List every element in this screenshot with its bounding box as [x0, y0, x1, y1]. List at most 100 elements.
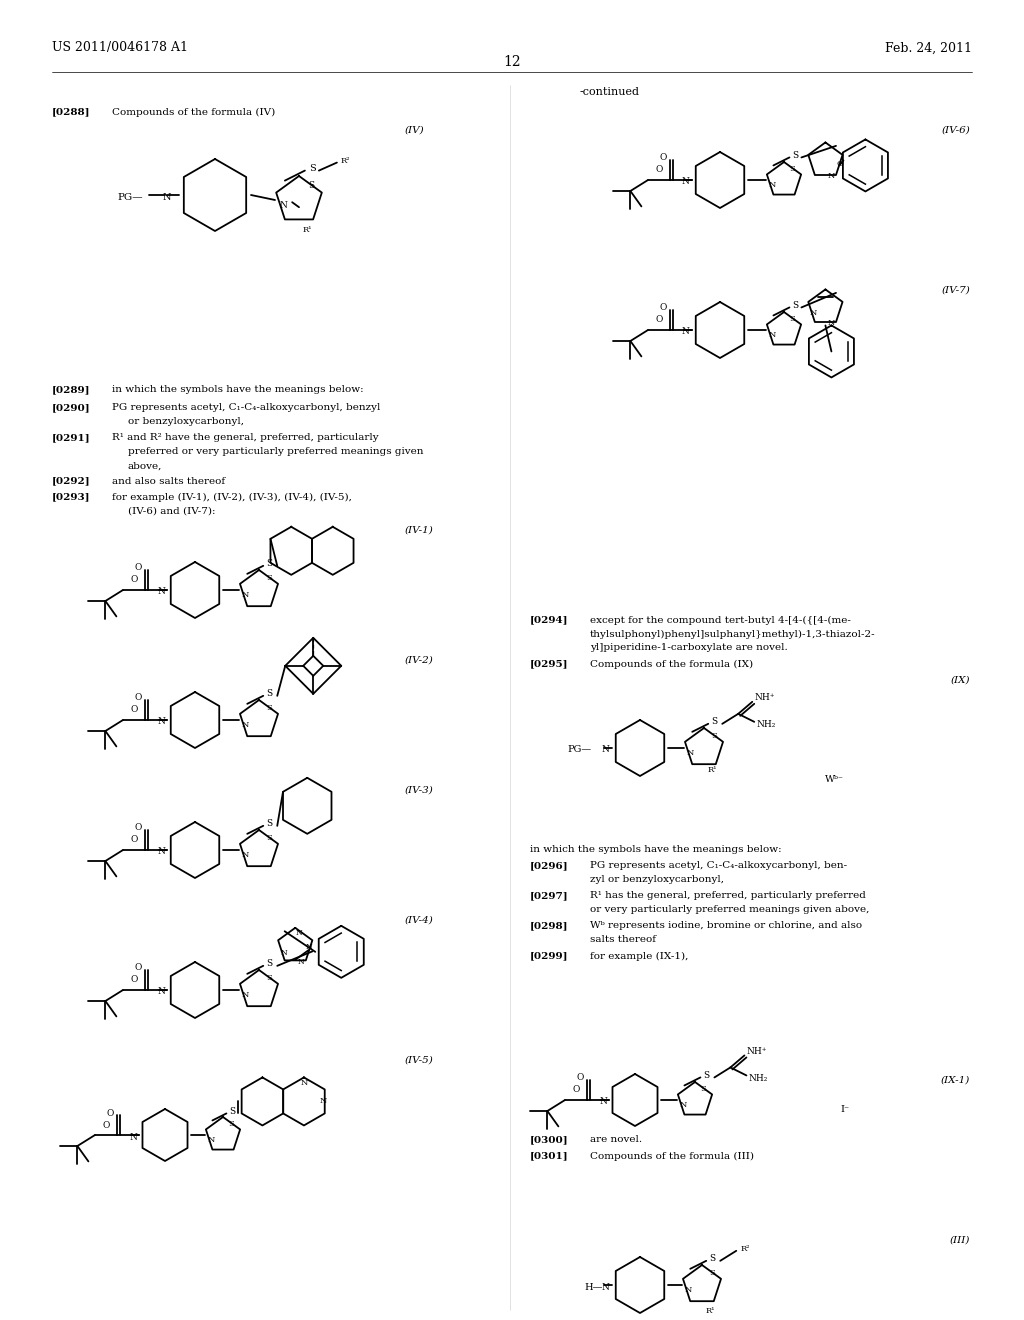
Text: [0300]: [0300] — [530, 1135, 568, 1144]
Text: [0301]: [0301] — [530, 1151, 568, 1160]
Text: O: O — [134, 964, 141, 973]
Text: N: N — [281, 949, 287, 957]
Text: O: O — [130, 836, 137, 845]
Text: S: S — [309, 164, 315, 173]
Text: (IV-4): (IV-4) — [406, 916, 434, 924]
Text: [0292]: [0292] — [52, 477, 91, 486]
Text: yl]piperidine-1-carboxylate are novel.: yl]piperidine-1-carboxylate are novel. — [590, 644, 787, 652]
Text: I⁻: I⁻ — [840, 1106, 849, 1114]
Text: R¹ has the general, preferred, particularly preferred: R¹ has the general, preferred, particula… — [590, 891, 866, 900]
Text: O: O — [134, 824, 141, 833]
Text: NH⁺: NH⁺ — [746, 1047, 767, 1056]
Text: S: S — [711, 731, 717, 739]
Text: S: S — [793, 301, 799, 310]
Text: N: N — [157, 847, 165, 857]
Text: N: N — [208, 1135, 215, 1143]
Text: except for the compound tert-butyl 4-[4-({[4-(me-: except for the compound tert-butyl 4-[4-… — [590, 615, 851, 624]
Text: N: N — [157, 987, 165, 997]
Text: 12: 12 — [503, 55, 521, 69]
Text: S: S — [228, 1121, 234, 1129]
Text: Compounds of the formula (IX): Compounds of the formula (IX) — [590, 660, 753, 668]
Text: [0290]: [0290] — [52, 404, 91, 412]
Text: S: S — [308, 181, 314, 190]
Text: S: S — [266, 560, 272, 569]
Text: salts thereof: salts thereof — [590, 936, 656, 945]
Text: S: S — [710, 1254, 716, 1263]
Text: PG—: PG— — [567, 746, 591, 755]
Text: US 2011/0046178 A1: US 2011/0046178 A1 — [52, 41, 188, 54]
Text: S: S — [266, 820, 272, 829]
Text: N: N — [680, 1101, 687, 1109]
Text: O: O — [572, 1085, 580, 1094]
Text: N: N — [129, 1133, 137, 1142]
Text: N: N — [827, 319, 835, 327]
Text: zyl or benzyloxycarbonyl,: zyl or benzyloxycarbonyl, — [590, 875, 724, 884]
Text: S: S — [793, 150, 799, 160]
Text: or benzyloxycarbonyl,: or benzyloxycarbonyl, — [128, 417, 244, 426]
Text: O: O — [837, 160, 844, 168]
Text: R¹: R¹ — [303, 226, 312, 234]
Text: [0288]: [0288] — [52, 107, 90, 116]
Text: S: S — [709, 1269, 715, 1276]
Text: S: S — [266, 704, 271, 711]
Text: N: N — [157, 718, 165, 726]
Text: O: O — [577, 1073, 584, 1082]
Text: (III): (III) — [949, 1236, 970, 1245]
Text: N: N — [242, 721, 250, 729]
Text: S: S — [266, 689, 272, 698]
Text: PG—: PG— — [117, 193, 142, 202]
Text: S: S — [266, 960, 272, 969]
Text: for example (IV-1), (IV-2), (IV-3), (IV-4), (IV-5),: for example (IV-1), (IV-2), (IV-3), (IV-… — [112, 492, 352, 502]
Text: (IV-3): (IV-3) — [406, 785, 434, 795]
Text: S: S — [703, 1071, 710, 1080]
Text: N: N — [296, 929, 302, 937]
Text: S: S — [266, 574, 271, 582]
Text: (IV-6) and (IV-7):: (IV-6) and (IV-7): — [128, 507, 215, 516]
Text: N: N — [300, 1080, 307, 1088]
Text: N: N — [242, 991, 250, 999]
Text: O: O — [659, 304, 667, 313]
Text: O: O — [655, 165, 663, 174]
Text: above,: above, — [128, 462, 163, 470]
Text: Compounds of the formula (III): Compounds of the formula (III) — [590, 1151, 754, 1160]
Text: S: S — [790, 315, 796, 323]
Text: N: N — [682, 177, 690, 186]
Text: R¹ and R² have the general, preferred, particularly: R¹ and R² have the general, preferred, p… — [112, 433, 379, 442]
Text: N: N — [682, 327, 690, 337]
Text: and also salts thereof: and also salts thereof — [112, 477, 225, 486]
Text: N: N — [769, 330, 776, 338]
Text: S: S — [266, 974, 271, 982]
Text: N: N — [685, 1286, 692, 1294]
Text: O: O — [659, 153, 667, 162]
Text: R¹: R¹ — [706, 1307, 716, 1315]
Text: NH⁺: NH⁺ — [755, 693, 775, 702]
Text: Compounds of the formula (IV): Compounds of the formula (IV) — [112, 107, 275, 116]
Text: N: N — [769, 181, 776, 189]
Text: N: N — [242, 851, 250, 859]
Text: (IV-7): (IV-7) — [941, 285, 970, 294]
Text: Wᵇ represents iodine, bromine or chlorine, and also: Wᵇ represents iodine, bromine or chlorin… — [590, 921, 862, 931]
Text: (IX): (IX) — [950, 676, 970, 685]
Text: [0296]: [0296] — [530, 862, 568, 870]
Text: S: S — [266, 834, 271, 842]
Text: (IV-2): (IV-2) — [406, 656, 434, 664]
Text: thylsulphonyl)phenyl]sulphanyl}methyl)-1,3-thiazol-2-: thylsulphonyl)phenyl]sulphanyl}methyl)-1… — [590, 630, 876, 639]
Text: O: O — [134, 693, 141, 702]
Text: [0295]: [0295] — [530, 660, 568, 668]
Text: O: O — [106, 1109, 114, 1118]
Text: (IV): (IV) — [406, 125, 425, 135]
Text: R¹: R¹ — [708, 766, 718, 774]
Text: preferred or very particularly preferred meanings given: preferred or very particularly preferred… — [128, 447, 424, 457]
Text: in which the symbols have the meanings below:: in which the symbols have the meanings b… — [112, 385, 364, 395]
Text: N: N — [602, 1283, 610, 1291]
Text: O: O — [134, 564, 141, 573]
Text: N: N — [319, 1097, 327, 1105]
Text: [0297]: [0297] — [530, 891, 568, 900]
Text: N: N — [157, 587, 165, 597]
Text: PG represents acetyl, C₁-C₄-alkoxycarbonyl, benzyl: PG represents acetyl, C₁-C₄-alkoxycarbon… — [112, 404, 380, 412]
Text: O: O — [102, 1121, 110, 1130]
Text: PG represents acetyl, C₁-C₄-alkoxycarbonyl, ben-: PG represents acetyl, C₁-C₄-alkoxycarbon… — [590, 862, 847, 870]
Text: N: N — [280, 201, 287, 210]
Text: NH₂: NH₂ — [757, 721, 775, 730]
Text: S: S — [790, 165, 796, 173]
